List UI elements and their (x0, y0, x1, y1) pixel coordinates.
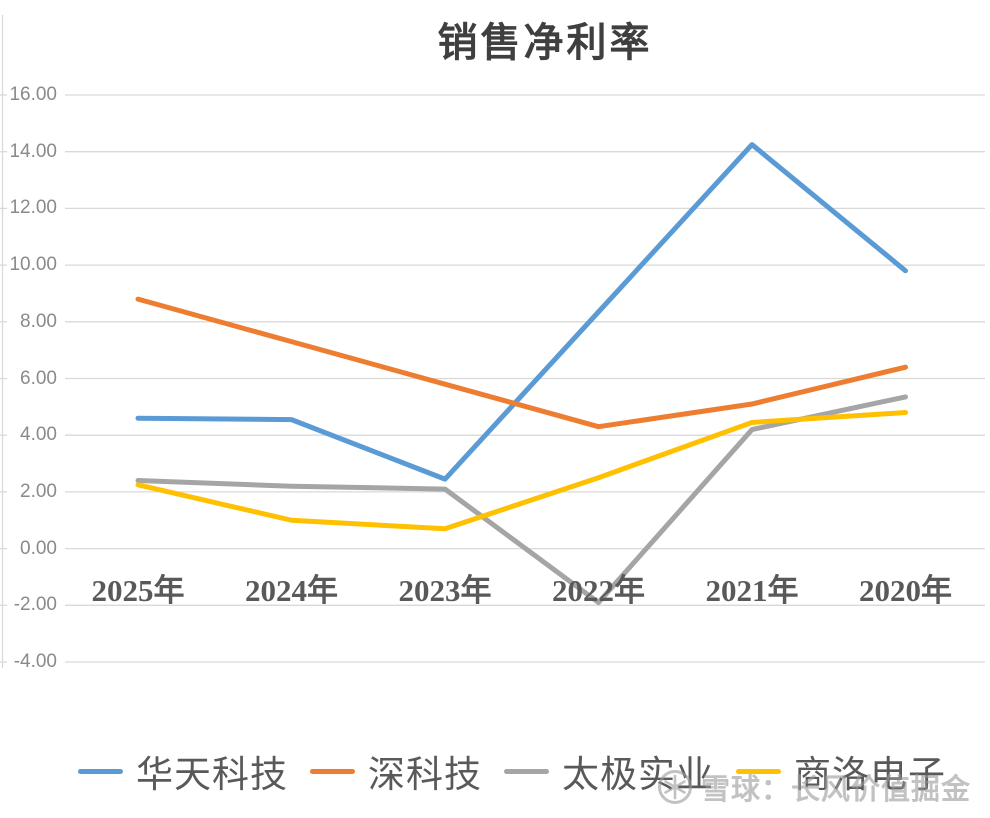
x-category-label: 2025年 (91, 573, 185, 608)
series-line-太极实业 (135, 394, 908, 605)
y-tick-label: 12.00 (9, 197, 57, 219)
legend-label: 华天科技 (136, 755, 288, 796)
y-tick-label: 14.00 (9, 140, 57, 162)
legend-swatch (78, 768, 123, 774)
series-line-深科技 (135, 296, 908, 430)
y-tick-label: 16.00 (9, 84, 57, 105)
y-tick-label: 10.00 (9, 254, 57, 276)
series-line-华天科技 (135, 142, 908, 482)
legend-label: 商洛电子 (794, 755, 946, 796)
legend-item-太极实业: 太极实业 (504, 744, 714, 798)
x-category-label: 2024年 (245, 573, 338, 608)
y-tick-label: 6.00 (20, 367, 57, 389)
legend-item-商洛电子: 商洛电子 (736, 744, 946, 798)
x-category-label: 2023年 (398, 573, 492, 608)
y-tick-label: -4.00 (13, 651, 57, 672)
chart-legend: 华天科技 深科技 太极实业 商洛电子 (78, 744, 946, 798)
y-tick-label: 8.00 (20, 310, 57, 332)
legend-label: 太极实业 (562, 755, 714, 796)
x-category-label: 2022年 (552, 573, 645, 608)
legend-item-深科技: 深科技 (310, 744, 482, 798)
series-line-商洛电子 (135, 410, 908, 532)
legend-swatch (736, 768, 781, 774)
legend-item-华天科技: 华天科技 (78, 744, 288, 798)
legend-swatch (504, 768, 549, 774)
y-tick-label: 0.00 (20, 537, 57, 559)
y-tick-label: -2.00 (13, 594, 57, 616)
x-category-label: 2021年 (705, 573, 799, 608)
legend-label: 深科技 (368, 755, 482, 796)
x-category-label: 2020年 (859, 573, 952, 608)
legend-swatch (310, 768, 355, 774)
y-tick-label: 2.00 (20, 480, 57, 502)
y-tick-label: 4.00 (20, 424, 57, 446)
chart-title: 销售净利率 (437, 20, 653, 65)
